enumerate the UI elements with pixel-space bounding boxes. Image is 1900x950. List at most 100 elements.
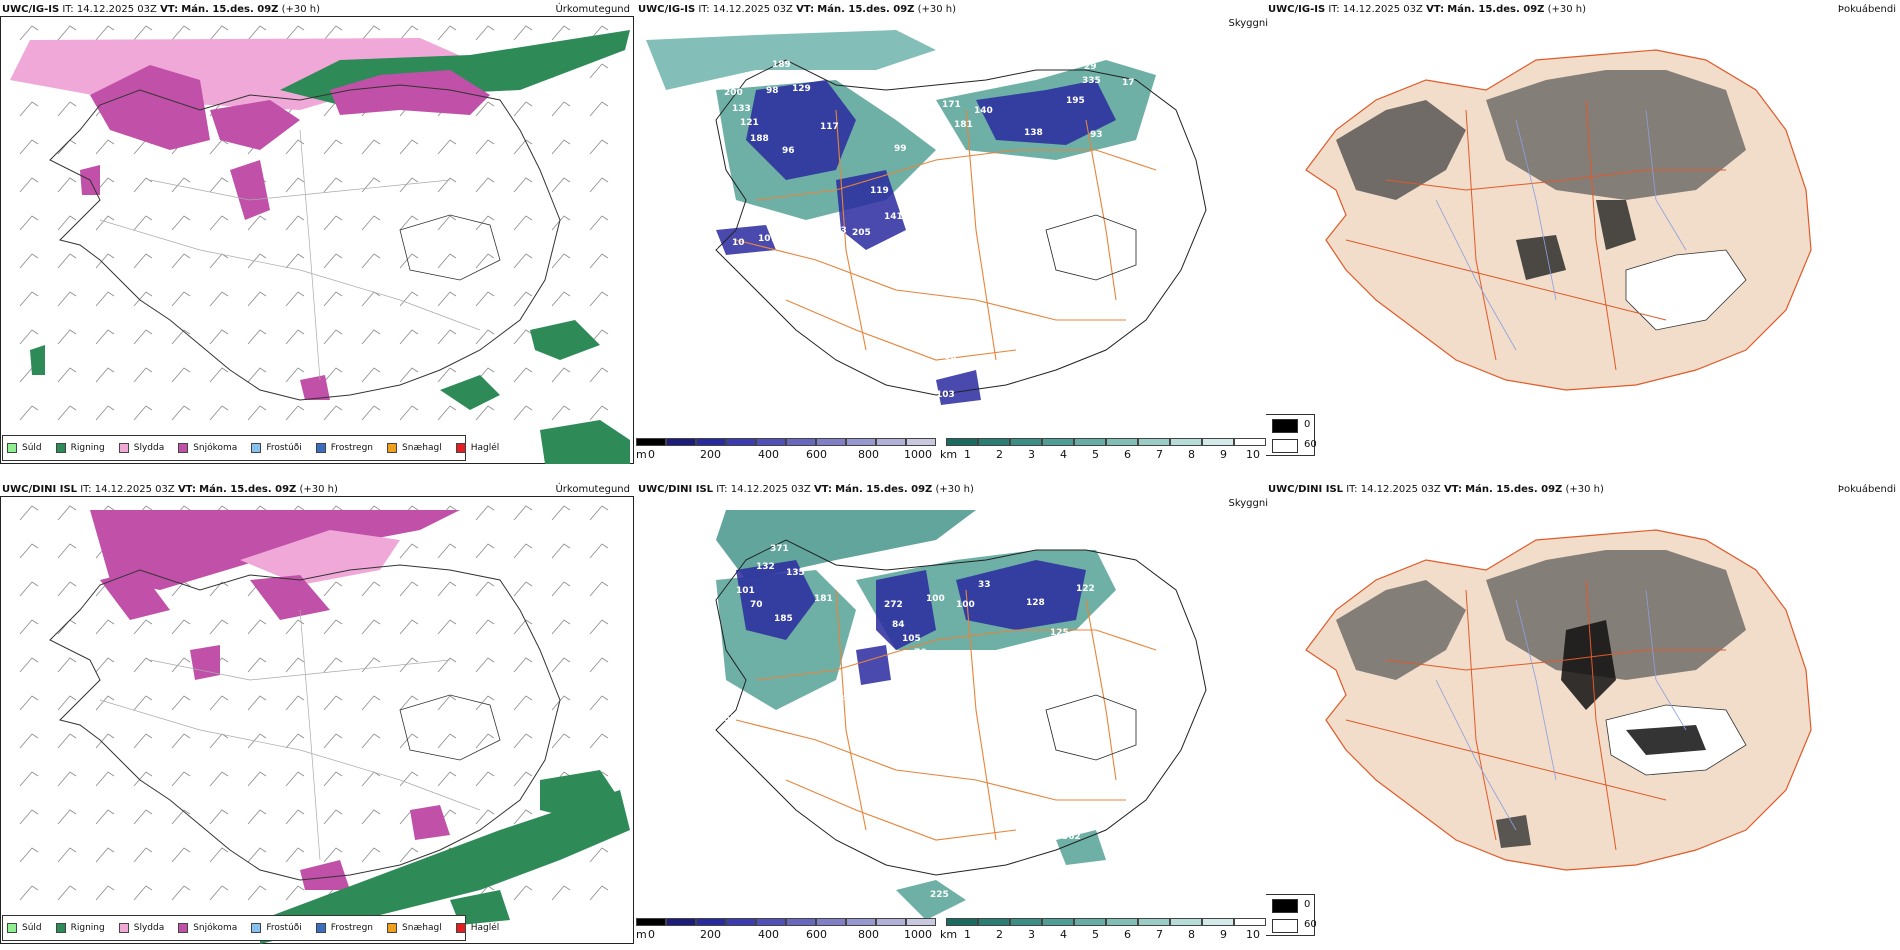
wind-barb [323,733,343,749]
wind-barb [19,177,39,193]
wind-barb [95,695,115,711]
visibility-area [896,880,966,920]
snow-area-6 [300,860,350,890]
wind-barb [19,619,39,635]
wind-barb [589,847,609,863]
road-network [1345,579,1726,851]
road-network [735,589,1157,841]
ceiling-value-label: 88 [944,352,957,362]
panel-title: Skyggni [1228,498,1268,509]
wind-barb [323,695,343,711]
ceiling-value-label: 205 [852,228,871,238]
wind-barb [171,329,191,345]
wind-barb [551,253,571,269]
wind-barb [437,657,457,673]
ceiling-value-label: 335 [1082,76,1101,86]
wind-barb [399,177,419,193]
ceiling-value-label: 70 [750,600,763,610]
wind-barb [285,215,305,231]
colorbar-unit: m [636,448,647,461]
wind-barb [551,657,571,673]
colorbar-unit: km [940,928,958,941]
ceiling-value-label: 10 [732,238,745,248]
low-ceiling-area [856,645,891,685]
iceland-coastline [715,539,1207,876]
wind-barb [133,695,153,711]
visibility-map-top [646,30,1207,405]
fog-dark-area [1516,235,1566,280]
wind-barb [171,657,191,673]
ceiling-value-label: 100 [926,594,945,604]
glacier-outline [1045,694,1137,761]
glacier-outline [1045,214,1137,281]
wind-barb [475,215,495,231]
colorbar-tick: 0 [648,928,655,941]
wind-barb [399,215,419,231]
wind-barb [57,101,77,117]
wind-barb [19,695,39,711]
wind-barb [19,885,39,901]
wind-barb [589,139,609,155]
snow-area-2 [100,570,170,620]
ceiling-value-label: 129 [792,84,811,94]
wind-barb [437,581,457,597]
ceiling-labels-top: 189 200 98 129 133 121 188 117 96 99 171… [636,0,1270,470]
ceiling-value-label: 195 [1066,96,1085,106]
fog-panel-bottom: UWC/DINI ISL IT: 14.12.2025 03Z VT: Mán.… [1266,480,1900,950]
wind-barb [57,405,77,421]
wind-barb [133,215,153,231]
colorbar-tick: 2 [996,448,1003,461]
snow-area-3 [250,575,330,620]
rain-area-3 [440,375,500,410]
wind-barb [513,733,533,749]
legend-swatch [178,443,189,453]
snow-area-1 [90,65,210,150]
wind-barb [361,253,381,269]
legend-swatch [55,443,66,453]
snow-area-4 [230,160,270,220]
rain-area-4 [540,420,630,464]
wind-barb [133,25,153,41]
colorbar-tick: 4 [1060,928,1067,941]
wind-barb [133,885,153,901]
wind-barb [247,253,267,269]
legend-swatch [455,923,466,933]
wind-barb [475,25,495,41]
iceland-coastline [49,564,561,881]
iceland-coastline [49,84,561,401]
wind-barb [589,657,609,673]
visibility-map-bottom [715,510,1207,920]
legend-item: Snjókoma [178,443,237,453]
wind-barb [95,25,115,41]
wind-barb [399,581,419,597]
wind-barb [589,619,609,635]
snow-area-4 [190,645,220,680]
precip-panel-top: UWC/IG-IS IT: 14.12.2025 03Z VT: Mán. 15… [0,0,636,470]
wind-barb [513,695,533,711]
wind-barb [589,253,609,269]
wind-barb [323,367,343,383]
wind-barb [95,885,115,901]
visibility-colorbar-top: km 1 2 3 4 5 6 7 8 9 10 [940,438,1266,470]
wind-barb [171,619,191,635]
wind-barb [399,367,419,383]
colorbar-tick: 2 [996,928,1003,941]
colorbar-unit: km [940,448,958,461]
wind-barb [209,695,229,711]
wind-barb [361,139,381,155]
wind-barb [399,543,419,559]
wind-barb [513,253,533,269]
wind-barb [95,771,115,787]
wind-barb [95,847,115,863]
fog-scale-min: 0 [1304,419,1311,430]
low-ceiling-area [736,560,816,640]
low-visibility-area [646,30,936,90]
wind-barb [133,733,153,749]
legend-swatch [118,443,129,453]
wind-barb [285,367,305,383]
wind-barb [437,405,457,421]
wind-barb [399,329,419,345]
wind-barb [95,253,115,269]
colorbar-tick: 6 [1124,928,1131,941]
legend-item: Súld [7,443,42,453]
